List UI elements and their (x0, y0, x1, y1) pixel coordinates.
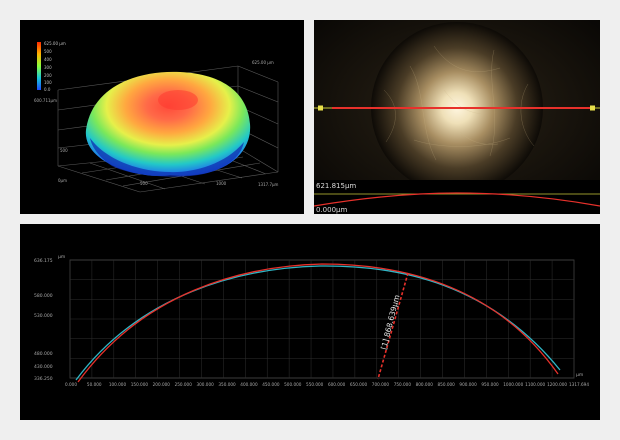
microscope-image-panel: 621.815µm 0.000µm (314, 20, 600, 214)
y-tick-label: 430.000 (34, 364, 53, 370)
side-tick-label: 500 (60, 148, 68, 153)
legend-value: 300 (44, 65, 52, 70)
dome-peak (158, 90, 198, 110)
color-legend-bar (37, 42, 41, 90)
x-tick-label: 1200.000 (547, 382, 567, 387)
x-tick-label: 250.000 (175, 382, 193, 387)
fitted-arc-curve (77, 263, 559, 383)
x-axis-labels: 0.000 50.000 100.000 150.000 200.000 250.000 3… (65, 382, 589, 387)
surface-texture (383, 45, 535, 161)
x-tick-label: 350.000 (218, 382, 236, 387)
profile-chart-panel: µm 636.175 580.000 530.000 480.000 430.0… (20, 224, 600, 420)
x-tick-label: 650.000 (350, 382, 368, 387)
x-tick-label: 150.000 (131, 382, 149, 387)
z-corner-label: 625.00 µm (252, 60, 274, 65)
min-height-label: 0.000µm (316, 206, 347, 214)
y-axis-labels: µm 636.175 580.000 530.000 480.000 430.0… (34, 255, 65, 382)
x-tick-label: 500.000 (284, 382, 302, 387)
x-tick-label: 550.000 (306, 382, 324, 387)
x-tick-label: 0.000 (65, 382, 77, 387)
axis-tick-label: 500 (140, 181, 148, 186)
scan-line-handle[interactable] (318, 105, 323, 111)
legend-value: 0.0 (44, 87, 51, 92)
dome-surface (85, 71, 251, 176)
x-tick-label: 600.000 (328, 382, 346, 387)
height-map-3d-view: 625.00 µm 500 400 300 200 100 0.0 625.00… (34, 41, 279, 193)
x-tick-label: 750.000 (394, 382, 412, 387)
profile-strip-curve (314, 192, 600, 207)
x-axis-unit: µm (576, 373, 583, 378)
radius-measurement-label: [1] 868.639µm (379, 294, 401, 351)
y-axis-unit: µm (58, 255, 65, 260)
grid-lines-y (70, 279, 574, 359)
y-tick-label: 530.000 (34, 313, 53, 319)
measured-profile-curve (75, 265, 561, 381)
profile-chart: µm 636.175 580.000 530.000 480.000 430.0… (34, 255, 589, 387)
y-tick-label: 336.250 (34, 376, 53, 382)
axis-tick-label: 1317.7µm (258, 182, 279, 187)
legend-value: 400 (44, 57, 52, 62)
x-tick-label: 900.000 (459, 382, 477, 387)
x-tick-label: 800.000 (416, 382, 434, 387)
x-tick-label: 100.000 (109, 382, 127, 387)
profile-strip (314, 180, 600, 214)
scan-line-handle[interactable] (590, 105, 595, 111)
y-tick-label: 480.000 (34, 351, 53, 357)
axis-tick-label: 0µm (58, 178, 67, 183)
legend-value: 625.00 µm (44, 41, 66, 46)
axis-tick-label: 1000 (216, 181, 227, 186)
x-tick-label: 400.000 (240, 382, 258, 387)
x-tick-label: 1317.694 (569, 382, 589, 387)
dome-skirt (90, 138, 244, 177)
x-tick-label: 300.000 (196, 382, 214, 387)
x-tick-label: 1000.000 (503, 382, 523, 387)
color-legend-values: 625.00 µm 500 400 300 200 100 0.0 (44, 41, 66, 92)
legend-value: 200 (44, 73, 52, 78)
height-map-3d-panel: 625.00 µm 500 400 300 200 100 0.0 625.00… (20, 20, 304, 214)
legend-value: 500 (44, 49, 52, 54)
legend-value: 100 (44, 80, 52, 85)
x-tick-label: 850.000 (438, 382, 456, 387)
x-tick-label: 950.000 (481, 382, 499, 387)
y-tick-label: 580.000 (34, 293, 53, 299)
x-tick-label: 1100.000 (525, 382, 545, 387)
x-tick-label: 450.000 (262, 382, 280, 387)
max-height-label: 621.815µm (316, 182, 356, 190)
microscope-view: 621.815µm 0.000µm (314, 20, 600, 214)
x-tick-label: 700.000 (372, 382, 390, 387)
left-height-label: 600.711µm (34, 98, 57, 103)
y-tick-label: 636.175 (34, 258, 53, 264)
x-tick-label: 50.000 (87, 382, 102, 387)
radius-measurement-line[interactable] (377, 272, 409, 380)
x-tick-label: 200.000 (153, 382, 171, 387)
